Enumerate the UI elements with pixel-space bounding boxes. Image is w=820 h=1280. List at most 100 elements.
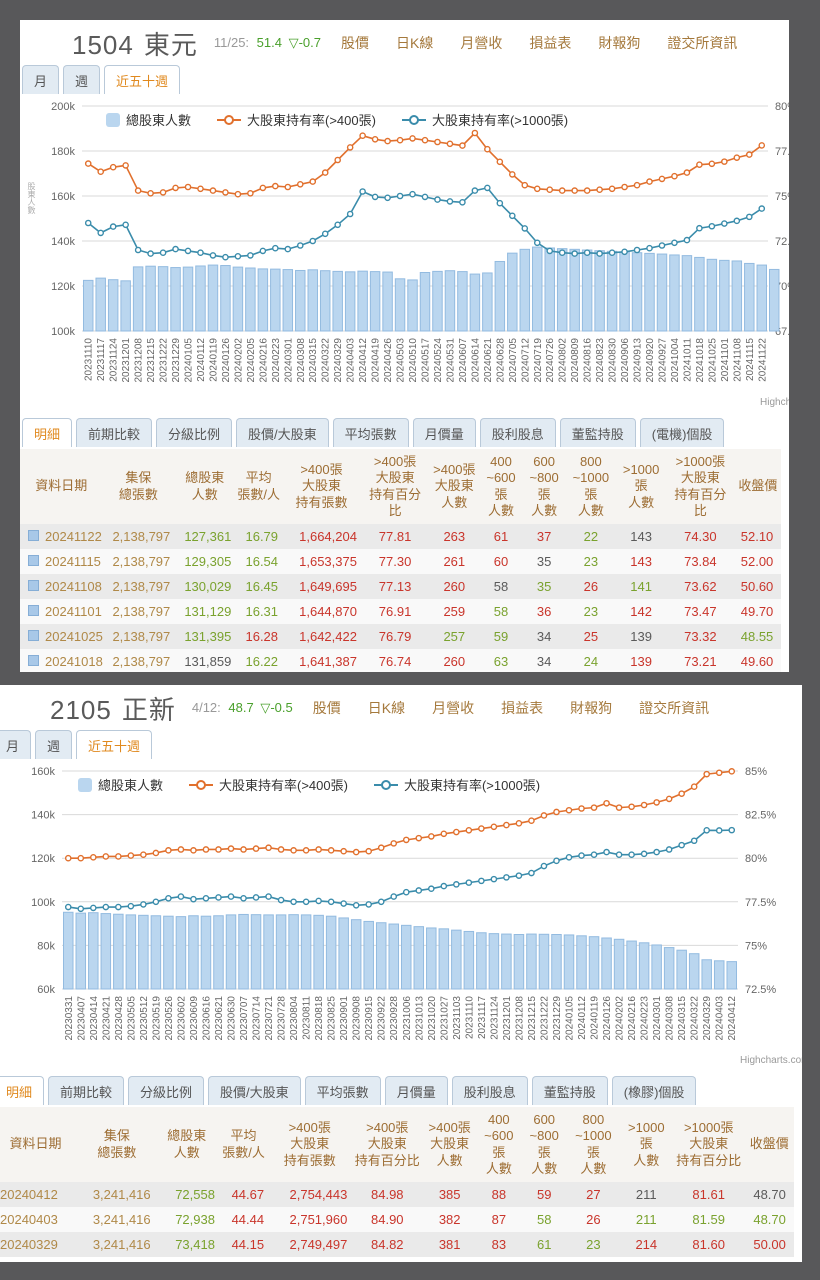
tab-前期比較[interactable]: 前期比較	[76, 418, 153, 447]
link-證交所資訊[interactable]: 證交所資訊	[639, 700, 710, 716]
svg-text:20230901: 20230901	[339, 996, 350, 1041]
legend-item[interactable]: 總股東人數	[78, 775, 163, 794]
svg-text:20241108: 20241108	[732, 338, 743, 382]
svg-text:20231222: 20231222	[539, 996, 550, 1041]
chart-legend: 總股東人數 大股東持有率(>400張) 大股東持有率(>1000張)	[106, 110, 568, 129]
value-cell: 44.44	[231, 1212, 265, 1227]
link-月營收[interactable]: 月營收	[432, 700, 475, 716]
tab-月[interactable]: 月	[22, 65, 60, 94]
tab-(橡膠)個股[interactable]: (橡膠)個股	[611, 1076, 697, 1105]
svg-text:20240112: 20240112	[577, 996, 588, 1040]
panel-header: 1504 東元 11/25: 51.4 ▽-0.7 股價 日K線 月營收 損益表 財報狗 證…	[20, 20, 789, 66]
tab-明細[interactable]: 明細	[22, 418, 73, 447]
link-損益表[interactable]: 損益表	[529, 35, 572, 51]
date-cell[interactable]: 20240329	[0, 1237, 58, 1252]
column-header: 600 ~800張 人數	[529, 454, 559, 518]
tab-董監持股[interactable]: 董監持股	[531, 1076, 608, 1105]
tab-近五十週[interactable]: 近五十週	[76, 730, 153, 759]
date-cell[interactable]: 20241101	[20, 599, 103, 624]
svg-text:20241018: 20241018	[695, 338, 706, 383]
legend-item[interactable]: 大股東持有率(>1000張)	[401, 110, 568, 129]
row-link-icon	[28, 655, 39, 666]
tab-股價/大股東[interactable]: 股價/大股東	[208, 1076, 301, 1105]
value-cell: 16.31	[245, 604, 279, 619]
tab-平均張數[interactable]: 平均張數	[304, 1076, 381, 1105]
link-股價[interactable]: 股價	[312, 700, 341, 716]
svg-text:20240119: 20240119	[208, 338, 219, 382]
tab-股利股息[interactable]: 股利股息	[451, 1076, 528, 1105]
svg-text:20231201: 20231201	[502, 996, 513, 1041]
value-cell: 1,653,375	[299, 554, 357, 569]
value-cell: 60	[493, 554, 509, 569]
date-cell[interactable]: 20241122	[20, 524, 103, 549]
row-link-icon	[28, 580, 39, 591]
legend-line-marker-icon	[401, 114, 426, 125]
svg-text:20230512: 20230512	[139, 996, 150, 1041]
tab-股利股息[interactable]: 股利股息	[479, 418, 556, 447]
date-cell[interactable]: 20241115	[20, 549, 103, 574]
external-links: 股價 日K線 月營收 損益表 財報狗 證交所資訊	[341, 33, 737, 53]
tab-月[interactable]: 月	[0, 730, 32, 759]
value-cell: 34	[536, 629, 552, 644]
date-cell[interactable]: 20240403	[0, 1212, 58, 1227]
link-月營收[interactable]: 月營收	[460, 35, 503, 51]
tab-(電機)個股[interactable]: (電機)個股	[639, 418, 725, 447]
link-證交所資訊[interactable]: 證交所資訊	[667, 35, 738, 51]
table-row: 20241108 2,138,797 130,029 16.45 1,649,695 77…	[20, 574, 782, 599]
svg-text:20240105: 20240105	[565, 996, 576, 1041]
svg-text:72.5%: 72.5%	[745, 984, 776, 996]
svg-text:20240531: 20240531	[445, 338, 456, 383]
link-損益表[interactable]: 損益表	[501, 700, 544, 716]
value-cell: 73.21	[684, 654, 717, 669]
link-日K線[interactable]: 日K線	[367, 700, 406, 716]
column-header: 集保 總張數	[118, 470, 158, 502]
tab-週[interactable]: 週	[35, 730, 73, 759]
value-cell: 72,558	[175, 1187, 215, 1202]
svg-text:20231222: 20231222	[159, 338, 170, 383]
value-cell: 3,241,416	[92, 1212, 151, 1227]
value-cell: 34	[536, 654, 552, 669]
svg-text:20230818: 20230818	[314, 996, 325, 1041]
svg-text:20231201: 20231201	[121, 338, 132, 383]
date-cell[interactable]: 20241025	[20, 624, 103, 649]
value-cell: 27	[586, 1187, 601, 1202]
tab-分級比例[interactable]: 分級比例	[156, 418, 233, 447]
link-財報狗[interactable]: 財報狗	[570, 700, 613, 716]
tab-月價量[interactable]: 月價量	[384, 1076, 448, 1105]
chart-svg: 160k 85% 140k 82.5% 120k 80% 100k 77.5% 80k 75% 60…	[31, 766, 776, 1041]
svg-text:20230908: 20230908	[352, 996, 363, 1041]
tab-週[interactable]: 週	[63, 65, 101, 94]
legend-item[interactable]: 大股東持有率(>1000張)	[373, 775, 540, 794]
link-財報狗[interactable]: 財報狗	[598, 35, 641, 51]
date-cell[interactable]: 20240412	[0, 1187, 58, 1202]
value-cell: 24	[583, 654, 599, 669]
svg-text:20240719: 20240719	[533, 338, 544, 383]
link-日K線[interactable]: 日K線	[396, 35, 434, 51]
date-cell[interactable]: 20241108	[20, 574, 103, 599]
legend-item[interactable]: 大股東持有率(>400張)	[217, 110, 376, 129]
tab-董監持股[interactable]: 董監持股	[559, 418, 636, 447]
tab-前期比較[interactable]: 前期比較	[48, 1076, 125, 1105]
link-股價[interactable]: 股價	[341, 35, 370, 51]
legend-item[interactable]: 大股東持有率(>400張)	[189, 775, 348, 794]
value-cell: 77.30	[378, 554, 412, 569]
svg-text:20241101: 20241101	[720, 338, 731, 382]
date-cell[interactable]: 20241018	[20, 649, 103, 672]
value-cell: 48.55	[740, 629, 774, 644]
legend-item[interactable]: 總股東人數	[106, 110, 191, 129]
tab-分級比例[interactable]: 分級比例	[128, 1076, 205, 1105]
tab-平均張數[interactable]: 平均張數	[332, 418, 409, 447]
value-cell: 2,138,797	[112, 629, 171, 644]
value-cell: 76.79	[378, 629, 412, 644]
row-link-icon	[28, 630, 39, 641]
value-cell: 381	[438, 1237, 461, 1252]
value-cell: 3,241,416	[92, 1237, 151, 1252]
tab-明細[interactable]: 明細	[0, 1076, 45, 1105]
tab-股價/大股東[interactable]: 股價/大股東	[236, 418, 329, 447]
tab-近五十週[interactable]: 近五十週	[104, 65, 181, 94]
stock-name: 東元	[143, 29, 198, 60]
tab-月價量[interactable]: 月價量	[412, 418, 476, 447]
value-cell: 81.59	[692, 1212, 725, 1227]
legend-label: 大股東持有率(>400張)	[247, 113, 376, 128]
svg-text:20230804: 20230804	[289, 996, 300, 1041]
